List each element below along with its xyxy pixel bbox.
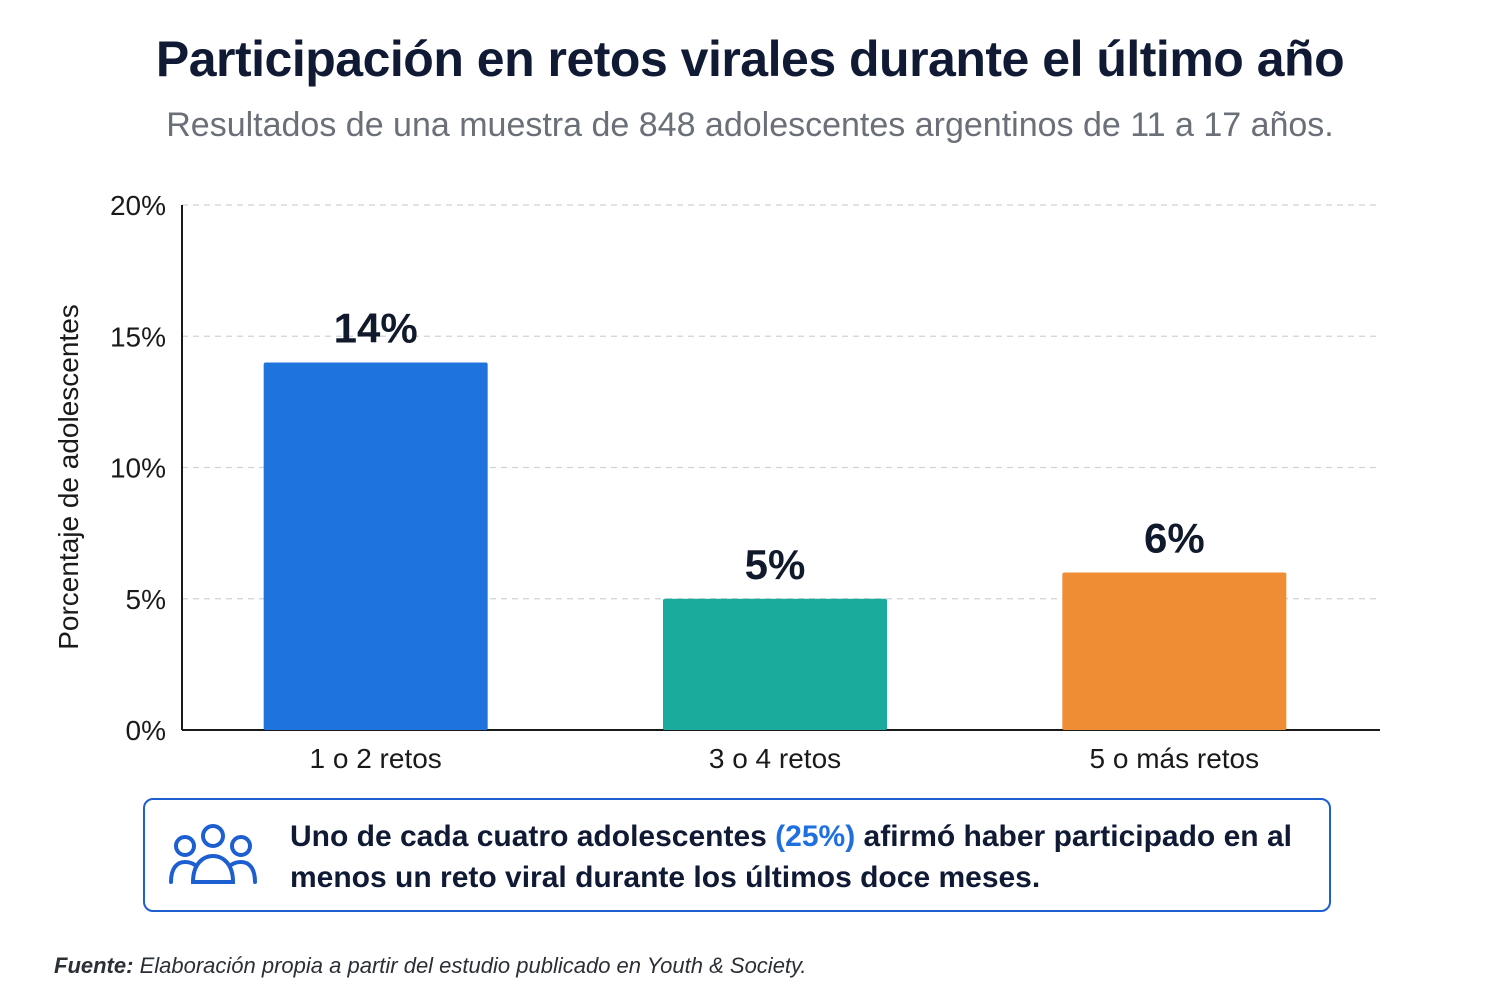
x-category-label: 5 o más retos xyxy=(1090,743,1260,774)
bar xyxy=(663,598,887,730)
source-text: Elaboración propia a partir del estudio … xyxy=(133,953,807,978)
people-group-icon xyxy=(169,824,257,884)
bar xyxy=(1062,572,1287,730)
summary-callout: Uno de cada cuatro adolescentes (25%) af… xyxy=(143,798,1331,912)
data-label: 6% xyxy=(1144,515,1205,562)
y-tick-label: 15% xyxy=(110,321,166,352)
y-tick-labels: 0% 5% 10% 15% 20% xyxy=(110,190,166,746)
bars xyxy=(263,362,1287,730)
y-tick-label: 0% xyxy=(126,715,166,746)
callout-text-after: afirmó haber participado en al menos un … xyxy=(290,820,1292,894)
data-labels: 14% 5% 6% xyxy=(334,305,1205,588)
y-tick-label: 5% xyxy=(126,584,166,615)
callout-highlight: (25%) xyxy=(775,820,856,853)
y-tick-label: 10% xyxy=(110,453,166,484)
source-label: Fuente: xyxy=(54,953,134,978)
y-tick-label: 20% xyxy=(110,190,166,221)
x-category-label: 1 o 2 retos xyxy=(310,743,442,774)
callout-text-before: Uno de cada cuatro adolescentes xyxy=(290,820,776,853)
chart-title: Participación en retos virales durante e… xyxy=(155,31,1345,87)
bar xyxy=(263,362,488,730)
callout-text: Uno de cada cuatro adolescentes (25%) af… xyxy=(290,816,1310,898)
chart-subtitle: Resultados de una muestra de 848 adolesc… xyxy=(166,106,1334,144)
source-note: Fuente: Elaboración propia a partir del … xyxy=(54,953,807,979)
x-category-labels: 1 o 2 retos 3 o 4 retos 5 o más retos xyxy=(310,743,1260,774)
data-label: 14% xyxy=(334,305,418,352)
y-axis-label: Porcentaje de adolescentes xyxy=(53,304,84,650)
bar-chart: 0% 5% 10% 15% 20% 14% 5% 6% 1 o 2 retos 3 o 4 r… xyxy=(53,190,1380,774)
data-label: 5% xyxy=(745,541,806,588)
x-category-label: 3 o 4 retos xyxy=(709,743,841,774)
